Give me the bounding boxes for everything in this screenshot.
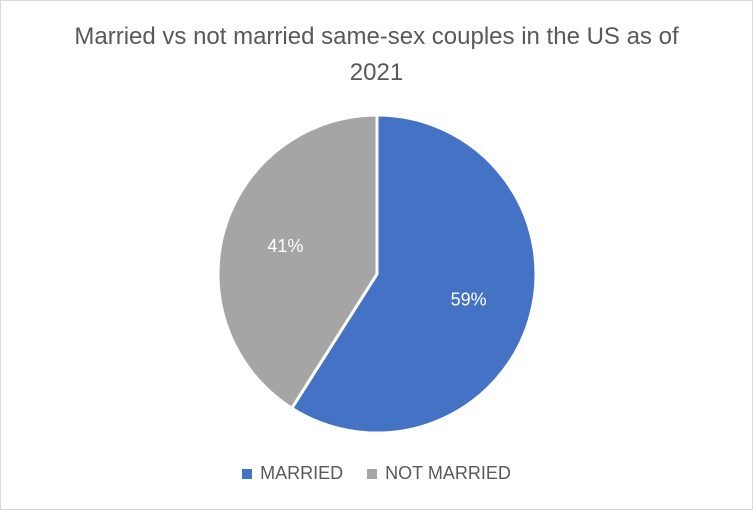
legend-label-married: MARRIED — [260, 463, 344, 483]
legend-item-not-married: NOT MARRIED — [367, 463, 511, 484]
legend-swatch-not-married — [367, 468, 378, 479]
pie-slice-not-married — [216, 113, 379, 410]
legend-label-not-married: NOT MARRIED — [385, 463, 511, 483]
data-label-married: 59% — [451, 289, 487, 309]
legend: MARRIED NOT MARRIED — [1, 463, 752, 484]
legend-swatch-married — [242, 468, 253, 479]
data-label-not-married: 41% — [267, 236, 303, 256]
legend-item-married: MARRIED — [242, 463, 343, 484]
pie-slice-married — [290, 113, 538, 435]
chart-title: Married vs not married same-sex couples … — [74, 23, 679, 86]
